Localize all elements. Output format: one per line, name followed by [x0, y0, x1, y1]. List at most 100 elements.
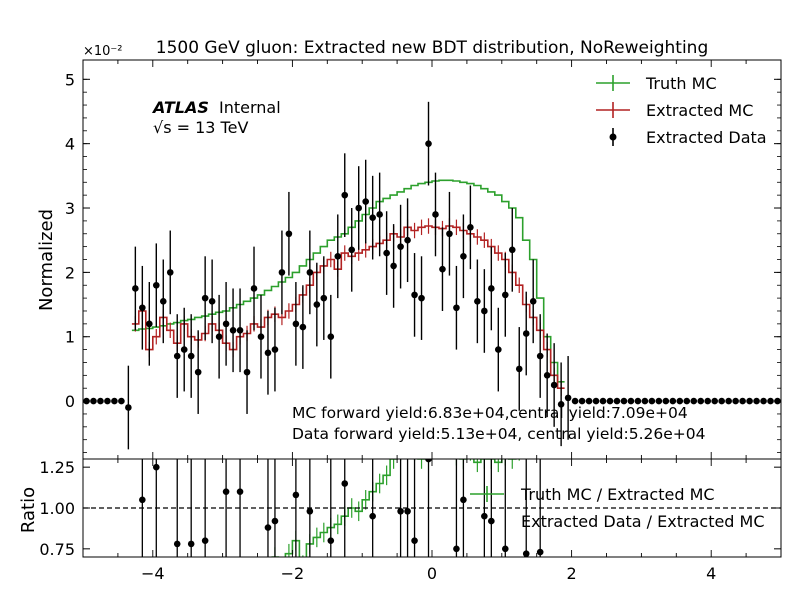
data-point [404, 236, 411, 244]
data-point [222, 320, 230, 328]
data-point [125, 404, 132, 411]
energy-label: √s = 13 TeV [153, 118, 248, 137]
data-ratio-point [481, 512, 488, 520]
data-point [739, 397, 746, 405]
x-tick-label: 0 [427, 564, 437, 583]
data-point [313, 301, 321, 308]
data-ratio-point [327, 537, 335, 544]
data-point [767, 397, 774, 405]
data-point [383, 249, 390, 257]
legend-extracted-mc: Extracted MC [596, 101, 753, 120]
data-point [411, 291, 418, 299]
main-y-tick-label: 0 [65, 392, 75, 411]
data-point [320, 294, 328, 302]
y-axis-label: Normalized [36, 209, 57, 311]
data-point [271, 346, 279, 353]
main-legend: Truth MC Extracted MC Extracted Data [596, 74, 767, 147]
ratio-legend: Truth MC / Extracted MC Extracted Data /… [470, 485, 765, 531]
data-point [362, 198, 369, 205]
internal-label: Internal [219, 98, 281, 117]
data-point [278, 269, 286, 276]
data-point [536, 352, 544, 360]
ratio-y-tick-label: 1.25 [39, 458, 75, 477]
legend-data-ratio-label: Extracted Data / Extracted MC [521, 512, 765, 531]
main-y-tick-label: 2 [65, 263, 75, 282]
data-point [439, 265, 446, 273]
data-point [578, 397, 586, 405]
data-point [620, 397, 628, 405]
data-point [341, 191, 349, 199]
legend-extracted-mc-label: Extracted MC [646, 101, 753, 120]
data-ratio-point [522, 550, 530, 557]
data-point [397, 243, 404, 250]
data-point [704, 397, 712, 405]
data-point [529, 298, 537, 305]
data-point [746, 397, 753, 405]
data-ratio-point [152, 463, 160, 471]
data-point [432, 211, 439, 218]
data-point [236, 326, 244, 334]
data-ratio-point [292, 491, 300, 499]
legend-extracted-data-label: Extracted Data [646, 128, 767, 147]
data-point [369, 214, 376, 221]
data-point [474, 298, 481, 305]
data-point [201, 294, 209, 302]
data-point [508, 246, 516, 254]
data-point [285, 230, 293, 238]
series-truth-mc-line [131, 179, 565, 383]
data-point [564, 394, 572, 402]
data-ratio-point [341, 480, 349, 487]
legend-truth-ratio: Truth MC / Extracted MC [470, 485, 715, 504]
ratio-y-tick-label: 1.00 [39, 499, 75, 518]
x-tick-label: −4 [141, 564, 165, 583]
data-point [676, 397, 684, 405]
data-point [299, 323, 307, 331]
data-point [648, 397, 656, 405]
data-point [173, 352, 181, 360]
data-point [585, 397, 593, 405]
main-y-tick-label: 5 [65, 70, 75, 89]
data-point [180, 346, 188, 353]
mc-yield-annotation: MC forward yield:6.83e+04,central yield:… [292, 404, 688, 422]
data-point [557, 400, 565, 408]
svg-text:ATLAS Internal: ATLAS Internal [151, 98, 281, 117]
data-point [152, 281, 160, 289]
data-yield-annotation: Data forward yield:5.13e+04, central yie… [292, 425, 706, 443]
data-point [348, 246, 356, 254]
data-ratio-point [264, 524, 272, 531]
data-point [306, 269, 314, 276]
main-y-tick-label: 4 [65, 135, 75, 154]
x-tick-label: 4 [706, 564, 716, 583]
data-point [543, 372, 551, 379]
data-point [732, 397, 739, 405]
data-point [467, 224, 474, 231]
data-point [292, 320, 300, 328]
main-y-tick-label: 3 [65, 199, 75, 218]
data-ratio-point [397, 507, 404, 515]
data-point [501, 291, 509, 299]
data-point [599, 397, 607, 405]
data-ratio-point [173, 540, 181, 548]
data-point [606, 397, 614, 405]
data-point [355, 204, 363, 212]
data-ratio-point [501, 545, 509, 553]
data-point [662, 397, 670, 405]
series-extracted-mc-line [131, 225, 565, 389]
data-point [515, 365, 523, 373]
data-ratio-point [369, 512, 376, 520]
data-point [334, 252, 342, 260]
data-point [187, 352, 195, 360]
atlas-label: ATLAS [151, 98, 209, 117]
data-point [495, 346, 502, 353]
data-ratio-point [425, 459, 432, 463]
data-point [139, 304, 146, 312]
data-point [111, 397, 118, 405]
data-point [718, 397, 725, 405]
data-point [90, 397, 97, 405]
data-point [453, 304, 460, 312]
data-ratio-point [404, 507, 411, 515]
data-point [725, 397, 732, 405]
data-point [488, 285, 495, 292]
data-point [229, 326, 237, 334]
